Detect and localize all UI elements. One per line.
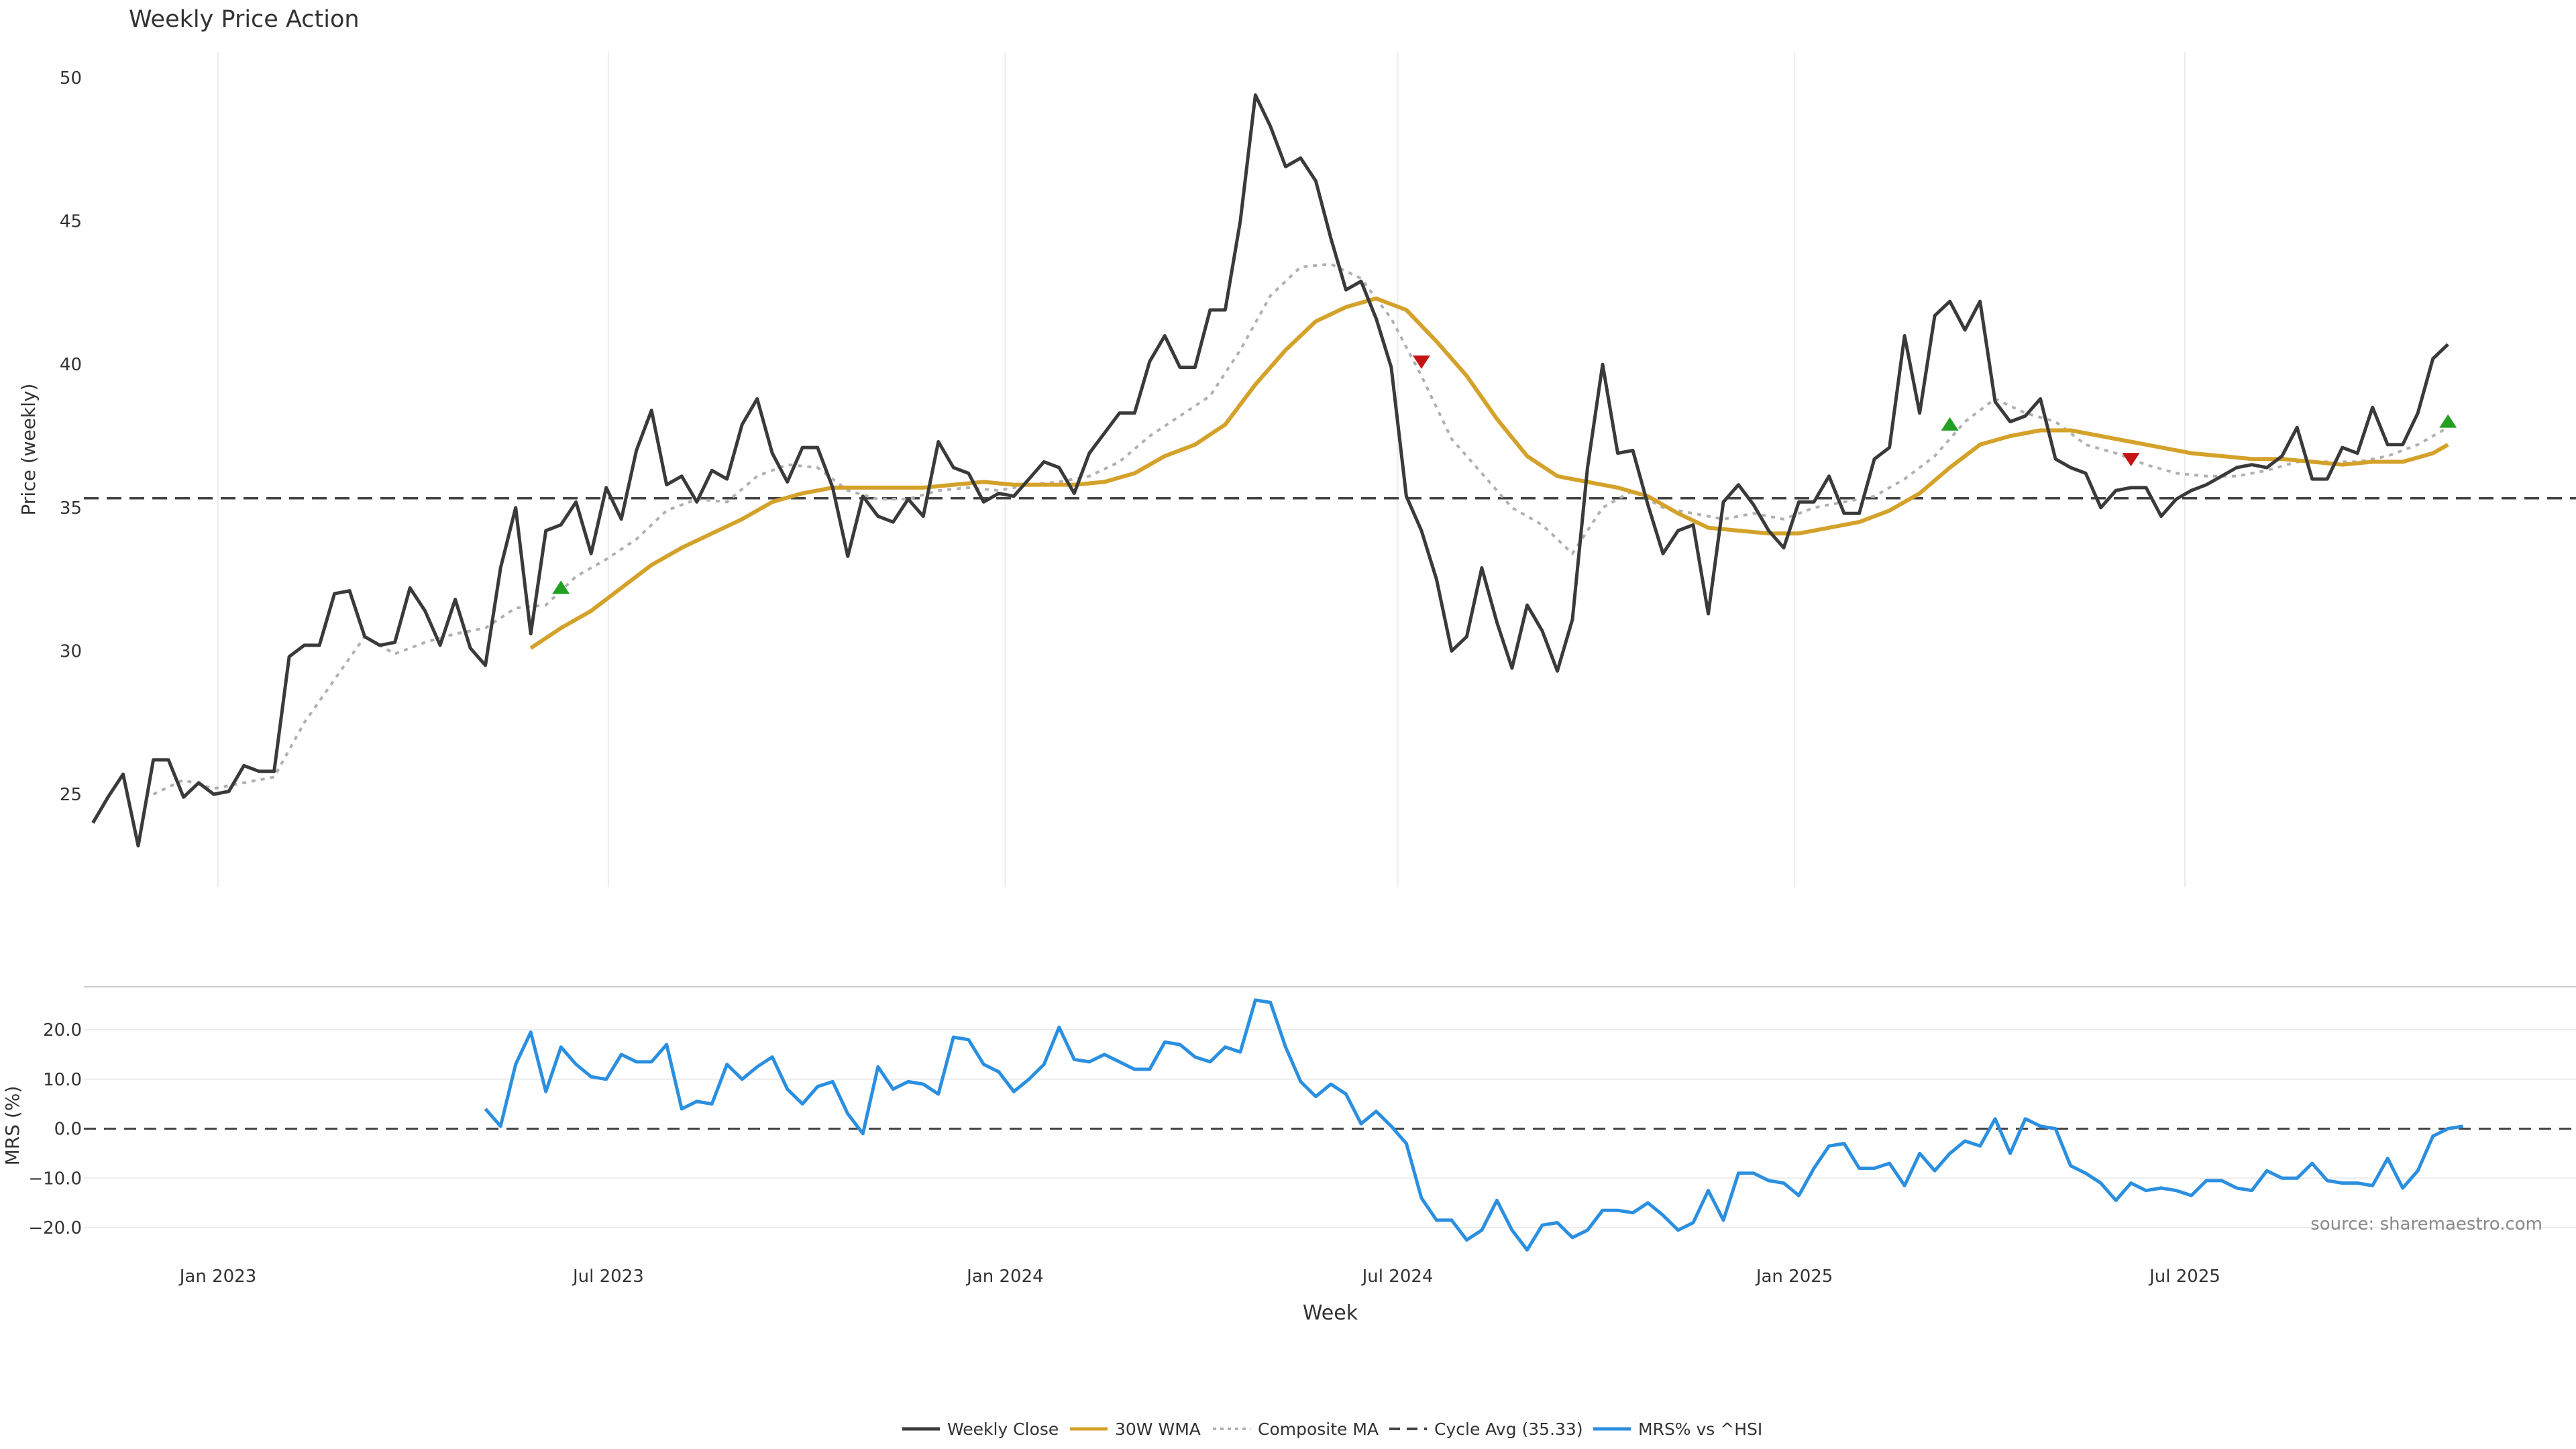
buy-signal-marker — [2439, 414, 2457, 428]
price-y-axis-label: Price (weekly) — [17, 384, 40, 516]
buy-signal-marker — [1941, 417, 1959, 431]
price-panel: 25 30 35 40 45 50 Price (weekly) — [17, 52, 2576, 887]
mrs-panel: 20.0 10.0 0.0 −10.0 −20.0 MRS (%) source: sh… — [1, 986, 2576, 1252]
price-y-tick-label: 50 — [60, 68, 82, 89]
mrs-y-tick-label: −10.0 — [28, 1169, 82, 1189]
mrs-series-lines — [84, 998, 2576, 1252]
x-tick-labels: Jan 2023 Jul 2023 Jan 2024 Jul 2024 Jan 2025… — [178, 1267, 2220, 1287]
price-series-lines — [84, 93, 2576, 848]
price-y-tick-label: 35 — [60, 498, 82, 519]
legend: Weekly Close 30W WMA Composite MA Cycle Avg… — [902, 1419, 1762, 1439]
price-y-tick-labels: 25 30 35 40 45 50 — [60, 68, 82, 805]
price-y-tick-label: 30 — [60, 641, 82, 661]
x-tick-label: Jan 2025 — [1755, 1267, 1833, 1287]
composite-ma-line — [152, 262, 2449, 796]
mrs-gridlines — [84, 1029, 2576, 1228]
x-tick-label: Jul 2024 — [1361, 1267, 1434, 1287]
sell-signal-marker — [1412, 355, 1430, 369]
price-gridlines — [217, 52, 2186, 887]
legend-label: MRS% vs ^HSI — [1638, 1419, 1762, 1439]
buy-signal-marker — [552, 580, 570, 594]
price-y-tick-label: 25 — [60, 785, 82, 805]
mrs-y-tick-label: 0.0 — [54, 1120, 82, 1140]
weekly-close-line — [91, 93, 2449, 848]
mrs-y-axis-label: MRS (%) — [1, 1086, 23, 1166]
mrs-y-tick-labels: 20.0 10.0 0.0 −10.0 −20.0 — [28, 1020, 82, 1238]
x-tick-label: Jul 2025 — [2148, 1267, 2220, 1287]
legend-label: Cycle Avg (35.33) — [1434, 1419, 1583, 1439]
source-note: source: sharemaestro.com — [2310, 1214, 2542, 1234]
legend-label: Composite MA — [1258, 1419, 1379, 1439]
x-tick-label: Jul 2023 — [572, 1267, 644, 1287]
price-y-tick-label: 40 — [60, 355, 82, 375]
price-y-tick-label: 45 — [60, 212, 82, 232]
mrs-line — [484, 998, 2464, 1252]
mrs-y-tick-label: 20.0 — [43, 1020, 82, 1040]
legend-label: Weekly Close — [947, 1419, 1059, 1439]
x-tick-label: Jan 2023 — [178, 1267, 257, 1287]
mrs-y-tick-label: 10.0 — [43, 1070, 82, 1090]
wma-30w-line — [529, 296, 2449, 650]
legend-label: 30W WMA — [1115, 1419, 1201, 1439]
mrs-y-tick-label: −20.0 — [28, 1218, 82, 1238]
x-tick-label: Jan 2024 — [965, 1267, 1044, 1287]
x-axis-label: Week — [1303, 1301, 1358, 1325]
signal-markers — [552, 355, 2457, 594]
sell-signal-marker — [2122, 453, 2140, 467]
chart-title: Weekly Price Action — [129, 6, 360, 33]
